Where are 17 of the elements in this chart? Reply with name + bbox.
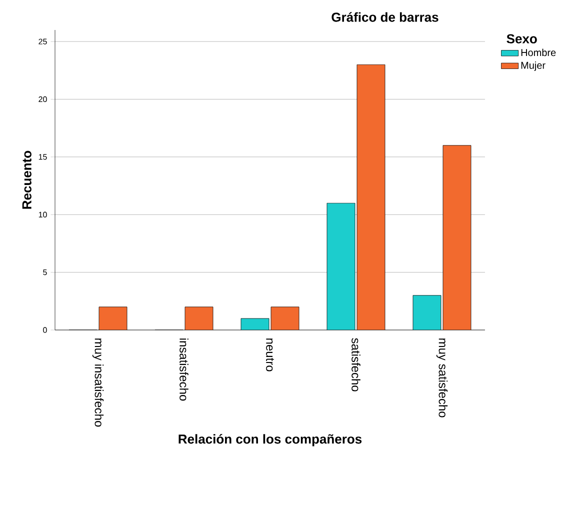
y-tick-label: 25 <box>38 38 47 44</box>
y-axis-title: Recuento <box>22 150 32 209</box>
y-tick-label: 0 <box>43 327 47 333</box>
x-tick-label: muy satisfecho <box>436 338 448 418</box>
y-tick-label: 5 <box>43 270 47 276</box>
legend-title: Sexo <box>506 34 537 44</box>
legend-label: Mujer <box>521 62 546 71</box>
x-tick-label: muy insatisfecho <box>92 338 104 427</box>
legend-label: Hombre <box>521 48 556 56</box>
x-tick-label: neutro <box>266 338 274 372</box>
x-tick-label: satisfecho <box>352 338 360 392</box>
y-tick-label: 20 <box>38 96 47 102</box>
y-tick-label: 15 <box>38 154 47 160</box>
x-tick-label: insatisfecho <box>180 338 188 401</box>
y-tick-label: 10 <box>38 212 47 218</box>
chart-title: Gráfico de barras <box>332 12 438 22</box>
x-axis-title: Relación con los compañeros <box>178 434 362 446</box>
